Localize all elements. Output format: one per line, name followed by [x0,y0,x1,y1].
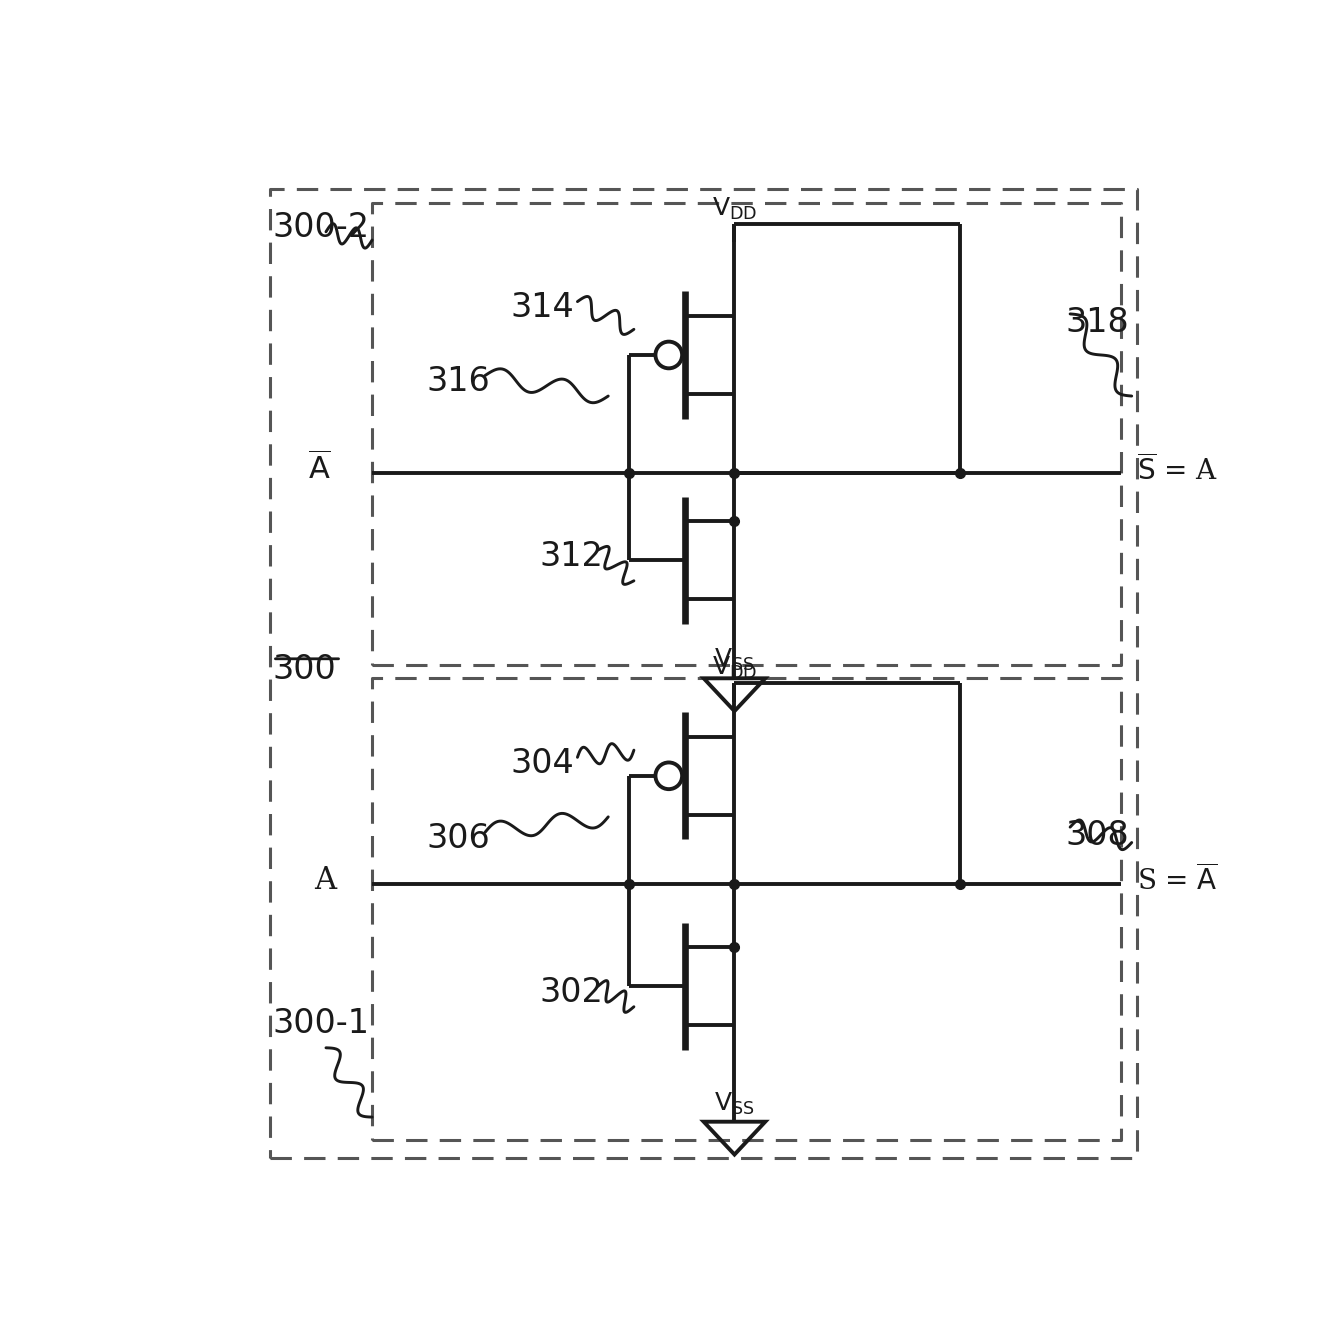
Text: 316: 316 [427,365,491,399]
Text: V$_{\mathregular{SS}}$: V$_{\mathregular{SS}}$ [714,647,755,673]
Text: $\overline{\rm S}$ = A: $\overline{\rm S}$ = A [1136,455,1218,485]
Circle shape [655,762,682,789]
Text: V$_{\mathregular{DD}}$: V$_{\mathregular{DD}}$ [711,196,757,221]
Text: 318: 318 [1066,305,1128,339]
Text: A: A [314,865,336,896]
Text: 304: 304 [511,746,575,780]
Text: 314: 314 [511,292,575,324]
Text: $\overline{\rm A}$: $\overline{\rm A}$ [309,453,332,487]
Text: S = $\overline{\rm A}$: S = $\overline{\rm A}$ [1136,865,1218,896]
Text: 300: 300 [273,653,337,685]
Text: 306: 306 [427,822,491,854]
Text: 302: 302 [539,976,603,1009]
Text: V$_{\mathregular{DD}}$: V$_{\mathregular{DD}}$ [711,656,757,681]
Circle shape [655,341,682,368]
Text: 312: 312 [539,540,603,573]
Text: 300-2: 300-2 [273,212,370,244]
Text: 308: 308 [1066,818,1128,852]
Text: 300-1: 300-1 [273,1006,369,1040]
Text: V$_{\mathregular{SS}}$: V$_{\mathregular{SS}}$ [714,1090,755,1117]
